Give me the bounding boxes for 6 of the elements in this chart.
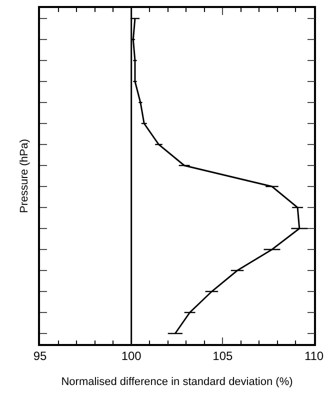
x-tick-label: 110 <box>304 349 324 364</box>
x-tick-label: 100 <box>121 349 142 364</box>
x-tick-label: 105 <box>212 349 233 364</box>
x-axis-title: Normalised difference in standard deviation (%) <box>61 376 293 388</box>
y-axis-title: Pressure (hPa) <box>18 139 30 213</box>
x-tick-label: 95 <box>33 349 47 364</box>
